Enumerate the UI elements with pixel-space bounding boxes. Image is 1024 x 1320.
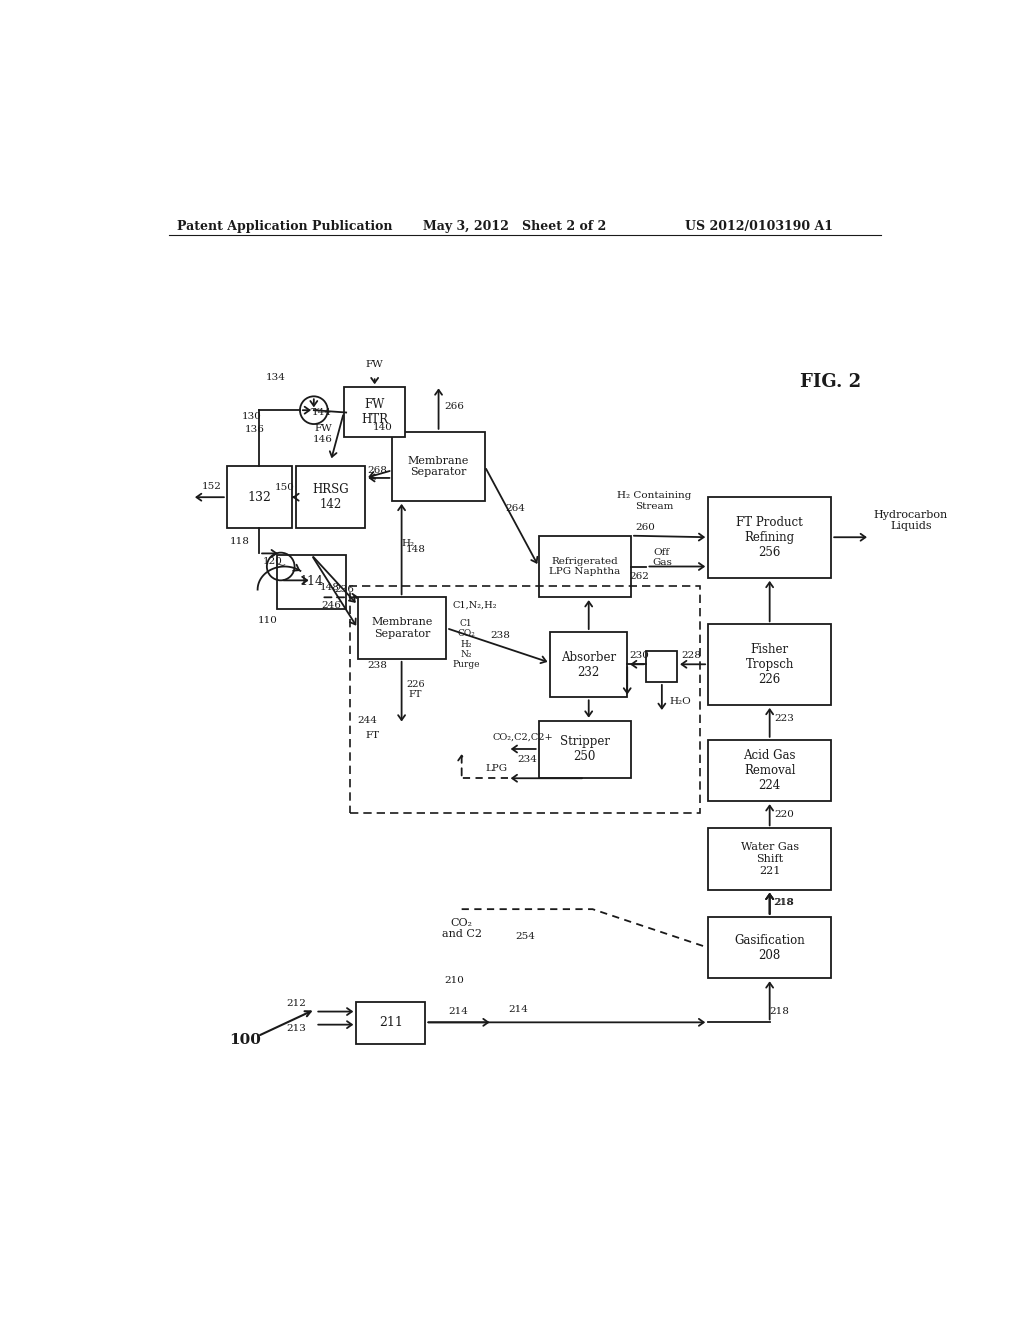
Text: 238: 238 bbox=[367, 660, 387, 669]
Text: 238: 238 bbox=[490, 631, 510, 640]
Text: 100: 100 bbox=[229, 1034, 261, 1047]
Text: Fisher
Tropsch
226: Fisher Tropsch 226 bbox=[745, 643, 794, 686]
Text: FIG. 2: FIG. 2 bbox=[801, 372, 861, 391]
Text: Acid Gas
Removal
224: Acid Gas Removal 224 bbox=[743, 748, 796, 792]
Text: CO₂,C2,C2+: CO₂,C2,C2+ bbox=[493, 733, 554, 742]
Text: 228: 228 bbox=[681, 651, 701, 660]
Text: 213: 213 bbox=[287, 1024, 306, 1034]
Text: 214: 214 bbox=[508, 1005, 527, 1014]
Text: 223: 223 bbox=[774, 714, 795, 723]
Text: Absorber
232: Absorber 232 bbox=[561, 651, 616, 678]
Text: C1,N₂,H₂: C1,N₂,H₂ bbox=[453, 601, 497, 610]
Text: 150: 150 bbox=[274, 483, 295, 492]
Text: 114: 114 bbox=[299, 576, 324, 589]
Text: 140: 140 bbox=[373, 424, 392, 433]
Text: Off
Gas: Off Gas bbox=[652, 548, 672, 568]
Text: 264: 264 bbox=[506, 504, 525, 513]
Bar bbox=[276, 554, 346, 609]
Text: 210: 210 bbox=[444, 977, 464, 985]
Text: Membrane
Separator: Membrane Separator bbox=[372, 618, 433, 639]
Text: H₂: H₂ bbox=[401, 539, 415, 548]
Text: 120: 120 bbox=[263, 557, 283, 565]
Text: May 3, 2012   Sheet 2 of 2: May 3, 2012 Sheet 2 of 2 bbox=[423, 219, 606, 232]
Text: 220: 220 bbox=[774, 810, 795, 818]
Text: 260: 260 bbox=[635, 524, 654, 532]
Text: 148: 148 bbox=[319, 583, 339, 591]
Text: 230: 230 bbox=[629, 651, 648, 660]
Text: FW: FW bbox=[366, 360, 384, 370]
Text: 236: 236 bbox=[334, 585, 354, 594]
Bar bbox=[708, 624, 831, 705]
Text: 134: 134 bbox=[265, 374, 286, 383]
Text: 262: 262 bbox=[629, 572, 648, 581]
Text: 214: 214 bbox=[447, 1007, 468, 1016]
Text: 268: 268 bbox=[367, 466, 387, 475]
Bar bbox=[708, 829, 831, 890]
Text: 211: 211 bbox=[379, 1016, 402, 1030]
Text: 218: 218 bbox=[773, 899, 794, 907]
Bar bbox=[539, 721, 631, 779]
Text: FW
146: FW 146 bbox=[313, 424, 333, 444]
Text: 246: 246 bbox=[322, 601, 341, 610]
Bar bbox=[539, 536, 631, 598]
Text: Water Gas
Shift
221: Water Gas Shift 221 bbox=[740, 842, 799, 875]
Text: FT Product
Refining
256: FT Product Refining 256 bbox=[736, 516, 803, 560]
Text: US 2012/0103190 A1: US 2012/0103190 A1 bbox=[685, 219, 833, 232]
Text: Membrane
Separator: Membrane Separator bbox=[408, 455, 469, 478]
Text: HRSG
142: HRSG 142 bbox=[312, 483, 349, 511]
Text: CO₂
and C2: CO₂ and C2 bbox=[441, 917, 481, 940]
Text: FT: FT bbox=[366, 731, 380, 741]
Bar bbox=[646, 651, 677, 682]
Bar bbox=[356, 1002, 425, 1044]
Bar bbox=[708, 498, 831, 578]
Bar bbox=[550, 632, 628, 697]
Bar bbox=[350, 586, 700, 813]
Text: C1
CO₂
H₂
N₂
Purge: C1 CO₂ H₂ N₂ Purge bbox=[453, 619, 480, 669]
Text: 130: 130 bbox=[243, 412, 262, 421]
Text: Stripper
250: Stripper 250 bbox=[560, 735, 610, 763]
Text: 218: 218 bbox=[770, 1007, 790, 1016]
Text: 234: 234 bbox=[517, 755, 538, 763]
Text: H₂O: H₂O bbox=[670, 697, 691, 706]
Text: 244: 244 bbox=[357, 715, 378, 725]
Text: Gasification
208: Gasification 208 bbox=[734, 933, 805, 962]
Bar bbox=[296, 466, 366, 528]
Text: 212: 212 bbox=[287, 999, 306, 1008]
Bar bbox=[344, 387, 406, 437]
Text: Hydrocarbon
Liquids: Hydrocarbon Liquids bbox=[873, 510, 948, 531]
Text: 136: 136 bbox=[245, 425, 264, 434]
Text: H₂ Containing
Stream: H₂ Containing Stream bbox=[617, 491, 691, 511]
Text: Patent Application Publication: Patent Application Publication bbox=[177, 219, 392, 232]
Bar bbox=[708, 739, 831, 801]
Bar bbox=[226, 466, 292, 528]
Text: 110: 110 bbox=[258, 616, 278, 624]
Bar bbox=[708, 917, 831, 978]
Text: Refrigerated
LPG Naphtha: Refrigerated LPG Naphtha bbox=[549, 557, 621, 577]
Text: 226
FT: 226 FT bbox=[407, 680, 425, 700]
Text: ~: ~ bbox=[308, 403, 319, 417]
Text: 218: 218 bbox=[774, 899, 795, 907]
Text: ~: ~ bbox=[274, 560, 287, 573]
Bar bbox=[392, 432, 484, 502]
Text: 144: 144 bbox=[311, 408, 332, 417]
Text: 132: 132 bbox=[248, 491, 271, 504]
Text: 118: 118 bbox=[230, 537, 250, 545]
Text: 152: 152 bbox=[202, 482, 221, 491]
Text: FW
HTR: FW HTR bbox=[361, 399, 388, 426]
Text: LPG: LPG bbox=[485, 764, 508, 772]
Text: 254: 254 bbox=[515, 932, 536, 941]
Bar bbox=[357, 597, 446, 659]
Text: 266: 266 bbox=[444, 401, 465, 411]
Text: 148: 148 bbox=[407, 545, 426, 554]
